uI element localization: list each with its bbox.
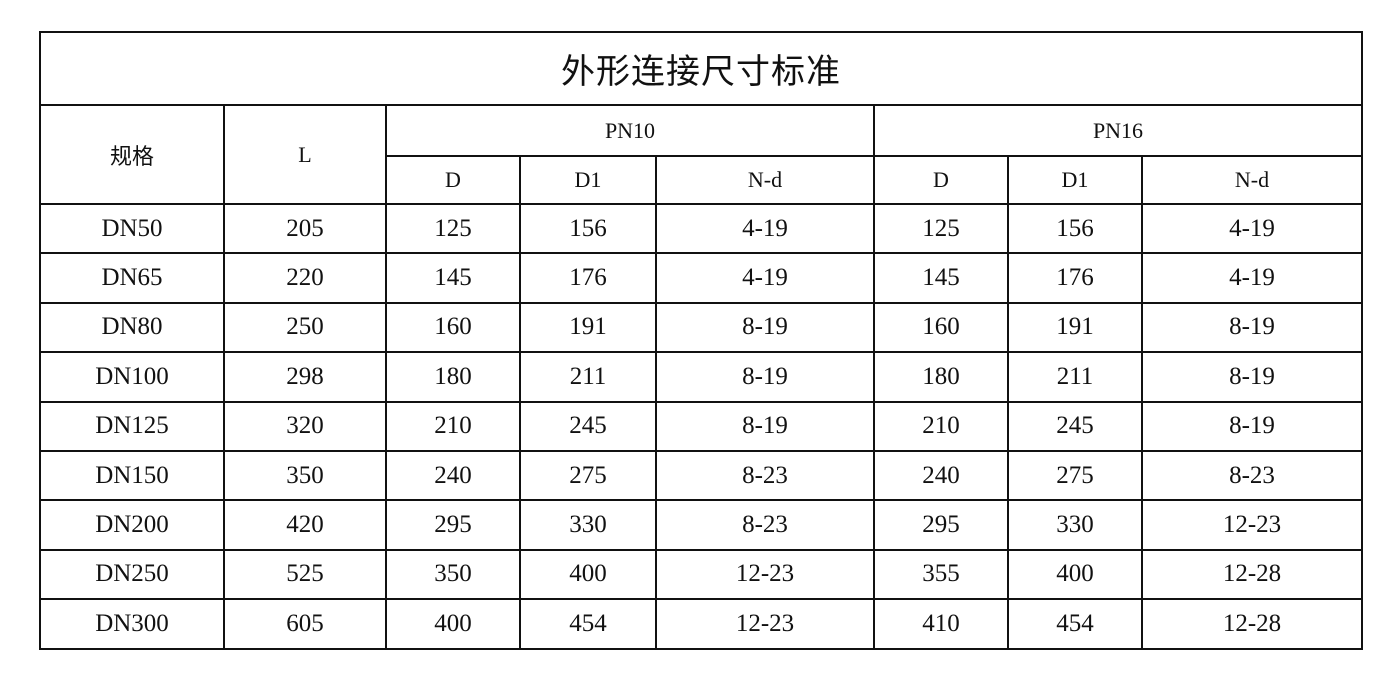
table-cell: 525 [223, 548, 387, 601]
table-row: DN125 320 210 245 8-19 210 245 8-19 [39, 400, 1363, 452]
table-cell: 320 [223, 400, 387, 452]
table-cell: 176 [519, 252, 657, 304]
table-cell: 605 [223, 598, 387, 650]
table-cell: 330 [519, 499, 657, 551]
table-row: DN200 420 295 330 8-23 295 330 12-23 [39, 499, 1363, 551]
table-cell: 4-19 [1141, 202, 1363, 255]
header-pn10-D1: D1 [519, 155, 657, 205]
table-cell: 12-28 [1141, 598, 1363, 650]
header-pn16-Nd: N-d [1141, 155, 1363, 205]
table-row: DN80 250 160 191 8-19 160 191 8-19 [39, 301, 1363, 354]
header-pn16-D1: D1 [1007, 155, 1143, 205]
table-cell: 8-19 [655, 400, 875, 452]
table-cell: 245 [1007, 400, 1143, 452]
table-cell: 8-19 [655, 301, 875, 354]
table-cell: DN65 [39, 252, 225, 304]
table-cell: DN150 [39, 449, 225, 502]
table-cell: 350 [385, 548, 521, 601]
table-row: DN100 298 180 211 8-19 180 211 8-19 [39, 351, 1363, 403]
table-cell: 8-23 [655, 499, 875, 551]
table-cell: 8-23 [655, 449, 875, 502]
header-pn16-D: D [873, 155, 1009, 205]
table-cell: 156 [1007, 202, 1143, 255]
table-cell: 275 [1007, 449, 1143, 502]
table-cell: 400 [519, 548, 657, 601]
table-cell: DN200 [39, 499, 225, 551]
table-cell: 205 [223, 202, 387, 255]
table-cell: DN100 [39, 351, 225, 403]
table-cell: 12-23 [1141, 499, 1363, 551]
table-cell: 145 [385, 252, 521, 304]
table-cell: DN300 [39, 598, 225, 650]
table-cell: 156 [519, 202, 657, 255]
table-cell: 4-19 [655, 252, 875, 304]
table-cell: 176 [1007, 252, 1143, 304]
table-cell: 240 [385, 449, 521, 502]
table-row: DN300 605 400 454 12-23 410 454 12-28 [39, 598, 1363, 650]
table-cell: 191 [1007, 301, 1143, 354]
table-cell: 125 [385, 202, 521, 255]
table-cell: 210 [873, 400, 1009, 452]
table-cell: 8-19 [1141, 301, 1363, 354]
table-cell: DN80 [39, 301, 225, 354]
table-cell: 12-23 [655, 598, 875, 650]
table-cell: 295 [873, 499, 1009, 551]
table-cell: 250 [223, 301, 387, 354]
table-cell: 355 [873, 548, 1009, 601]
header-pn10-D: D [385, 155, 521, 205]
table-cell: DN250 [39, 548, 225, 601]
table-cell: 275 [519, 449, 657, 502]
table-cell: 400 [385, 598, 521, 650]
table-cell: 454 [519, 598, 657, 650]
header-pn10-Nd: N-d [655, 155, 875, 205]
table-cell: 191 [519, 301, 657, 354]
table-row: DN150 350 240 275 8-23 240 275 8-23 [39, 449, 1363, 502]
dimension-table: 外形连接尺寸标准 规格 L PN10 PN16 D D1 N-d D D1 N-… [39, 31, 1363, 650]
table-cell: 4-19 [1141, 252, 1363, 304]
table-cell: 240 [873, 449, 1009, 502]
table-cell: 211 [1007, 351, 1143, 403]
table-cell: 330 [1007, 499, 1143, 551]
table-cell: 210 [385, 400, 521, 452]
table-cell: 125 [873, 202, 1009, 255]
table-cell: 8-23 [1141, 449, 1363, 502]
table-cell: 8-19 [1141, 400, 1363, 452]
header-pn16: PN16 [873, 104, 1363, 157]
table-cell: 12-28 [1141, 548, 1363, 601]
header-spec: 规格 [39, 104, 225, 205]
table-cell: 220 [223, 252, 387, 304]
table-cell: 4-19 [655, 202, 875, 255]
table-cell: 160 [873, 301, 1009, 354]
header-pn10: PN10 [385, 104, 875, 157]
table-cell: 8-19 [655, 351, 875, 403]
header-L: L [223, 104, 387, 205]
table-cell: DN50 [39, 202, 225, 255]
table-cell: 180 [385, 351, 521, 403]
table-cell: 454 [1007, 598, 1143, 650]
table-cell: 350 [223, 449, 387, 502]
table-cell: 400 [1007, 548, 1143, 601]
table-cell: 145 [873, 252, 1009, 304]
table-cell: 420 [223, 499, 387, 551]
table-cell: 8-19 [1141, 351, 1363, 403]
table-cell: 180 [873, 351, 1009, 403]
table-cell: 410 [873, 598, 1009, 650]
table-cell: 160 [385, 301, 521, 354]
table-title: 外形连接尺寸标准 [39, 31, 1363, 106]
table-row: DN50 205 125 156 4-19 125 156 4-19 [39, 202, 1363, 255]
table-cell: 12-23 [655, 548, 875, 601]
table-row: DN250 525 350 400 12-23 355 400 12-28 [39, 548, 1363, 601]
table-cell: 295 [385, 499, 521, 551]
table-cell: 298 [223, 351, 387, 403]
table-row: DN65 220 145 176 4-19 145 176 4-19 [39, 252, 1363, 304]
table-cell: DN125 [39, 400, 225, 452]
table-cell: 245 [519, 400, 657, 452]
table-cell: 211 [519, 351, 657, 403]
